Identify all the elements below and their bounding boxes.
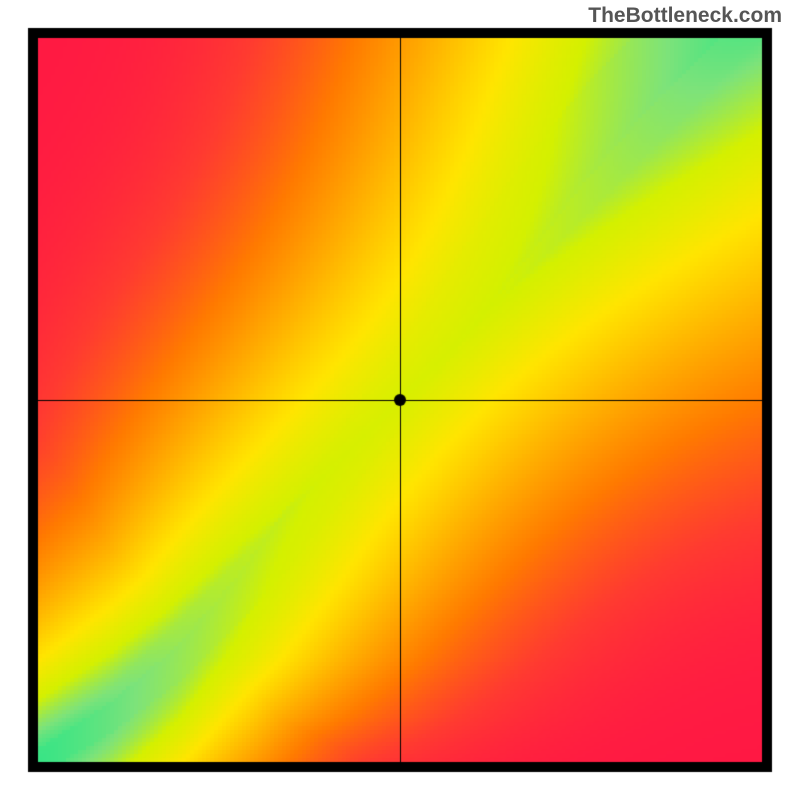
- heatmap-canvas: [0, 0, 800, 800]
- chart-container: TheBottleneck.com: [0, 0, 800, 800]
- watermark-text: TheBottleneck.com: [588, 4, 782, 28]
